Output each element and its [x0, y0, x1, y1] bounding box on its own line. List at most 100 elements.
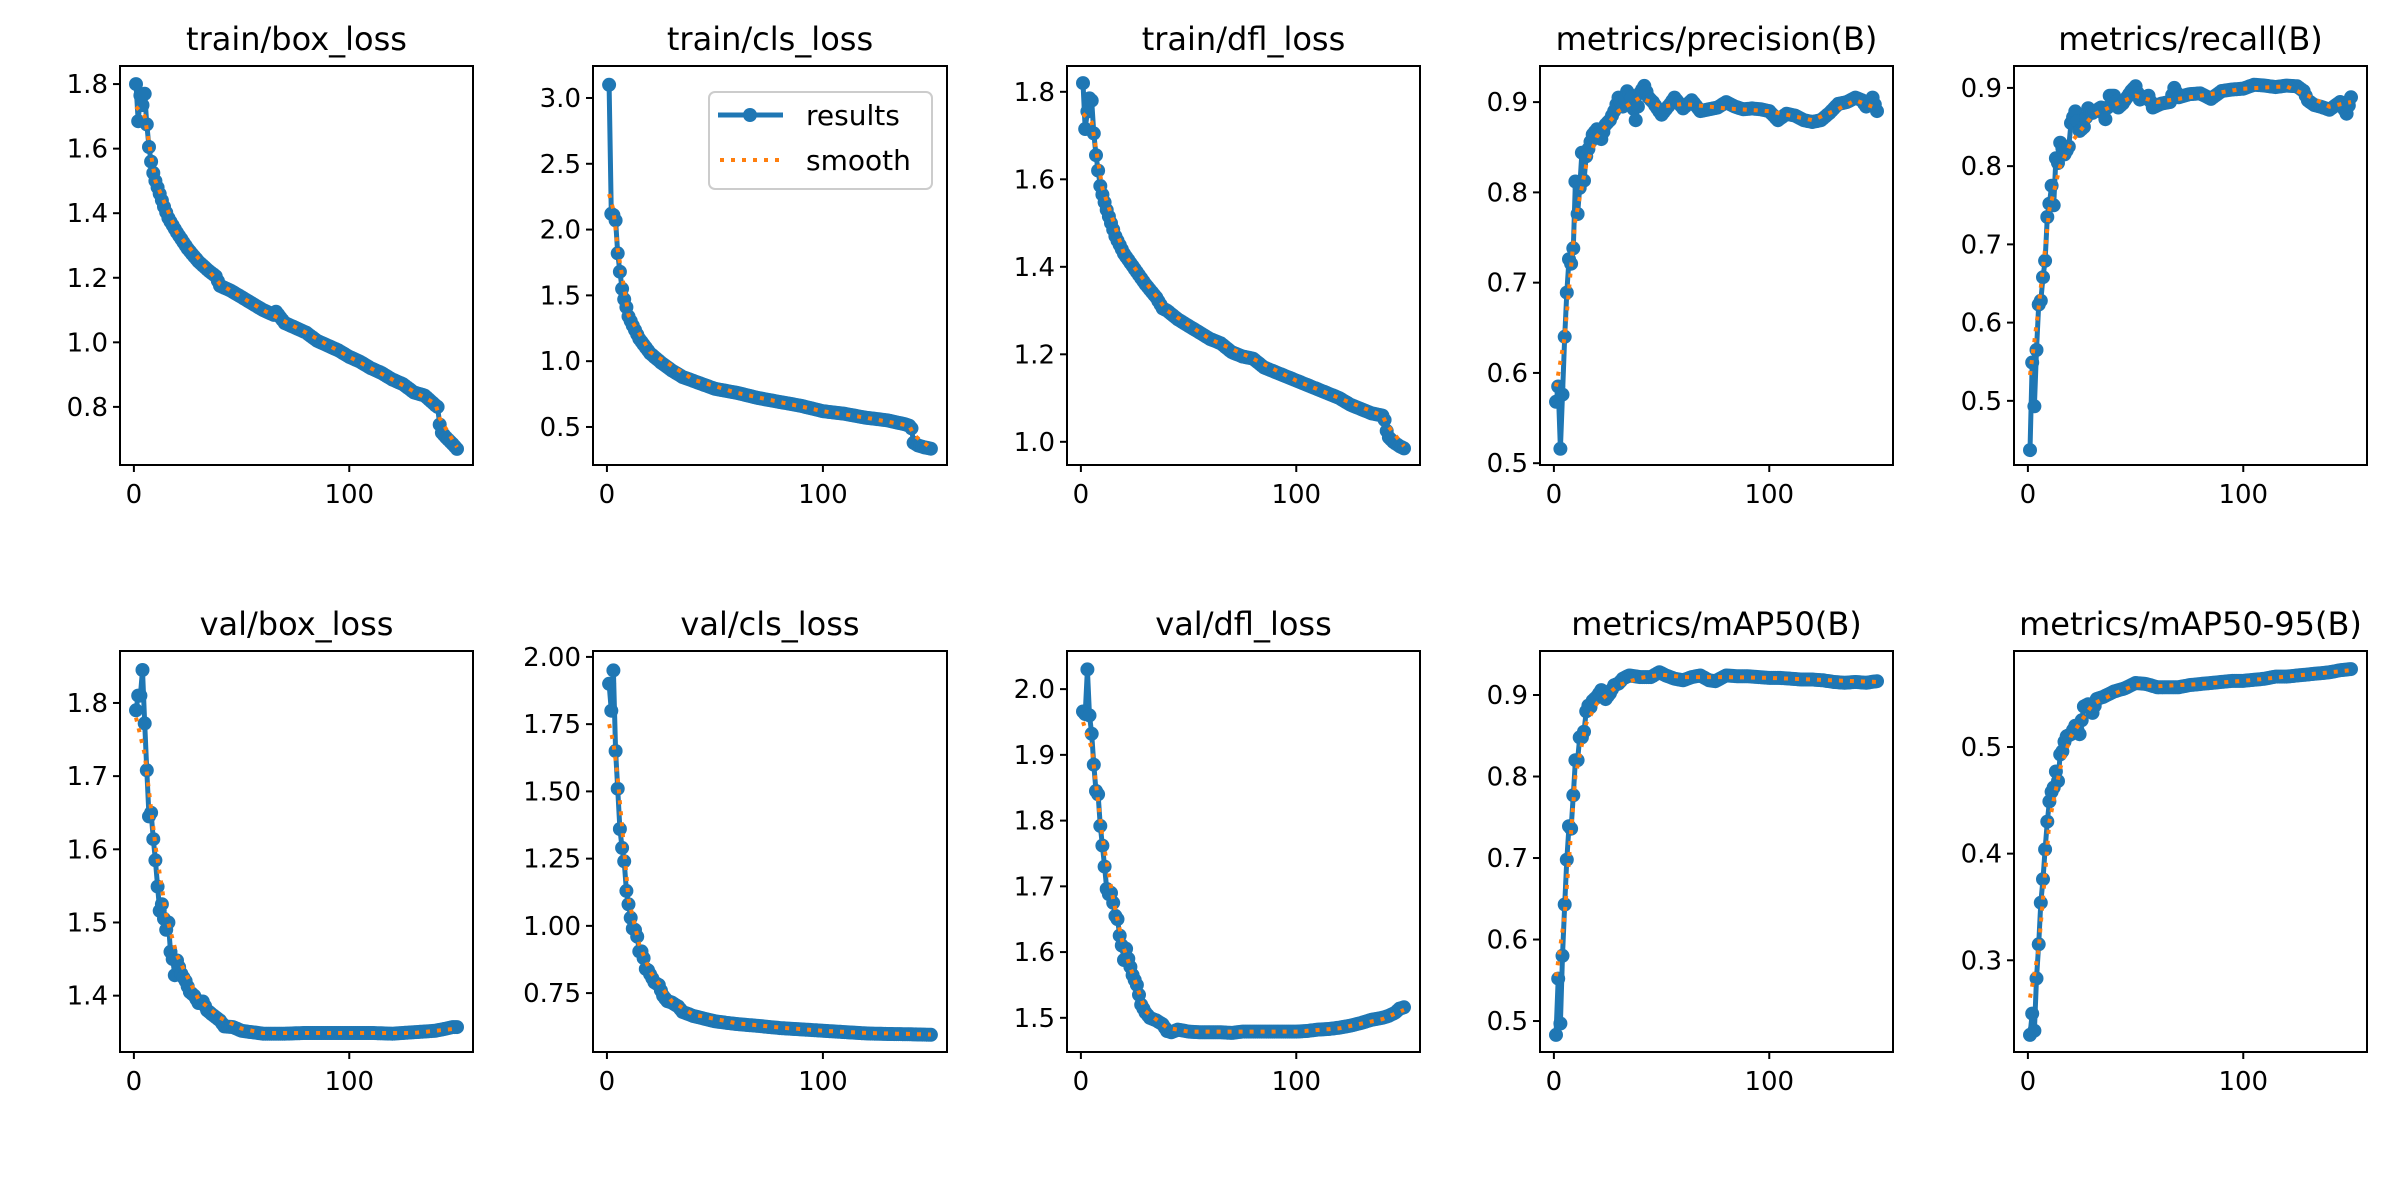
- smooth-line: [134, 717, 458, 1035]
- y-tick-label: 0.7: [1487, 269, 1528, 299]
- results-point: [1553, 441, 1568, 456]
- results-point: [604, 703, 619, 718]
- results-point: [2044, 178, 2059, 193]
- results-point: [630, 929, 645, 944]
- results-point: [610, 246, 625, 261]
- x-tick-label: 100: [1271, 1067, 1321, 1097]
- y-tick-label: 0.4: [1961, 840, 2002, 870]
- axes-frame: [1066, 65, 1421, 466]
- subplot-metrics-map50-95-b: metrics/mAP50-95(B) 0 100 0.3 0.4 0.5: [1961, 605, 2368, 1097]
- results-point: [2029, 343, 2044, 357]
- results-point: [2033, 293, 2048, 308]
- axes-frame: [119, 65, 474, 466]
- subplot-metrics-precision-b: metrics/precision(B) 0 100 0.5 0.6 0.7 0.8 0.9: [1487, 20, 1894, 510]
- subplot-train-dfl-loss: train/dfl_loss 0 100 1.0 1.2 1.4 1.6 1.8: [1014, 20, 1421, 510]
- y-tick-label: 0.5: [1487, 449, 1528, 479]
- results-point: [1566, 241, 1581, 256]
- results-point: [137, 716, 152, 731]
- results-point: [1630, 99, 1645, 114]
- y-tick-label: 1.2: [1014, 340, 1055, 370]
- axes-frame: [1539, 65, 1894, 466]
- results-point: [1397, 441, 1411, 456]
- x-tick-label: 0: [599, 1067, 616, 1097]
- smooth-line: [607, 193, 933, 450]
- y-tick-label: 1.5: [1014, 1004, 1055, 1034]
- x-tick-label: 0: [1546, 1067, 1563, 1097]
- x-tick-label: 0: [2020, 480, 2037, 510]
- axes-frame: [2013, 65, 2368, 466]
- subplot-title: metrics/mAP50-95(B): [2019, 605, 2362, 643]
- axes-frame: [592, 650, 948, 1053]
- x-tick-label: 100: [798, 1067, 848, 1097]
- y-tick-label: 3.0: [540, 84, 581, 114]
- results-point: [2023, 443, 2037, 458]
- results-point: [617, 854, 632, 869]
- smooth-line: [134, 105, 459, 449]
- legend-smooth-label: smooth: [806, 144, 911, 177]
- results-point: [2025, 1006, 2040, 1021]
- x-tick-label: 0: [126, 480, 143, 510]
- results-point: [1076, 76, 1090, 91]
- legend-results-marker: [743, 108, 757, 122]
- results-point: [1553, 1016, 1568, 1031]
- y-tick-label: 0.5: [1961, 387, 2002, 417]
- results-line: [1553, 669, 1878, 1035]
- results-point: [148, 853, 163, 868]
- results-point: [139, 763, 154, 778]
- results-line: [2027, 82, 2354, 451]
- y-tick-label: 1.7: [1014, 872, 1055, 902]
- x-tick-label: 0: [126, 1067, 143, 1097]
- x-tick-label: 100: [324, 480, 374, 510]
- y-tick-label: 1.6: [67, 135, 108, 165]
- results-point: [129, 703, 143, 718]
- results-point: [1555, 387, 1570, 402]
- results-point: [133, 688, 148, 703]
- results-point: [129, 77, 143, 92]
- results-point: [608, 213, 623, 228]
- y-tick-label: 1.50: [523, 777, 581, 807]
- results-point: [154, 897, 169, 912]
- results-point: [2098, 112, 2113, 127]
- results-point: [1097, 859, 1112, 874]
- results-point: [2031, 937, 2046, 952]
- results-point: [2036, 270, 2050, 285]
- legend-results-label: results: [806, 99, 900, 132]
- y-tick-label: 0.8: [1487, 178, 1528, 208]
- results-point: [2344, 90, 2358, 105]
- y-tick-label: 0.6: [1961, 309, 2002, 339]
- results-point: [1397, 1000, 1411, 1015]
- results-point: [1577, 173, 1591, 188]
- results-point: [1549, 1027, 1563, 1042]
- results-point: [602, 676, 617, 691]
- subplot-title: metrics/recall(B): [2058, 20, 2323, 58]
- y-tick-label: 1.6: [1014, 165, 1055, 195]
- smooth-line: [2028, 84, 2352, 376]
- y-tick-label: 1.75: [523, 710, 581, 740]
- results-point: [2051, 774, 2065, 789]
- subplot-val-dfl-loss: val/dfl_loss 0 100 1.5 1.6 1.7 1.8 1.9 2.0: [1014, 605, 1421, 1097]
- y-tick-label: 1.2: [67, 264, 108, 294]
- x-tick-label: 100: [1744, 1067, 1794, 1097]
- y-tick-label: 0.6: [1487, 359, 1528, 389]
- smooth-line: [2028, 668, 2352, 998]
- results-point: [2344, 662, 2358, 677]
- x-tick-label: 0: [2020, 1067, 2037, 1097]
- y-tick-label: 0.5: [1961, 733, 2002, 763]
- y-tick-label: 0.5: [1487, 1007, 1528, 1037]
- y-tick-label: 2.0: [540, 216, 581, 246]
- y-tick-label: 0.5: [540, 413, 581, 443]
- results-point: [1557, 897, 1572, 912]
- smooth-line: [1081, 112, 1406, 448]
- subplot-title: train/box_loss: [186, 20, 407, 58]
- subplot-val-cls-loss: val/cls_loss 0 100 0.75 1.00 1.25 1.50 1.75 2.00: [523, 605, 948, 1097]
- axes-frame: [1066, 650, 1421, 1053]
- y-tick-label: 1.5: [67, 908, 108, 938]
- subplot-title: val/cls_loss: [680, 605, 859, 643]
- y-tick-label: 2.00: [523, 643, 581, 673]
- results-point: [450, 441, 464, 456]
- results-point: [135, 663, 150, 677]
- y-tick-label: 1.6: [1014, 938, 1055, 968]
- results-point: [1091, 163, 1106, 178]
- results-point: [1570, 207, 1585, 221]
